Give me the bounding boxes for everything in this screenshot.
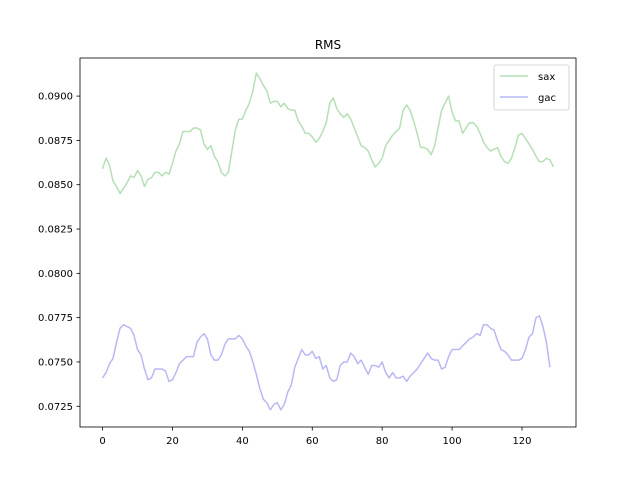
x-tick-label: 100 (443, 436, 462, 447)
series-layer (101, 72, 555, 411)
series-line-gac (101, 315, 551, 411)
legend: sax gac (493, 64, 570, 111)
x-tick-label: 20 (166, 436, 179, 447)
plot-frame (79, 57, 577, 428)
chart-title: RMS (315, 38, 341, 52)
y-axis: 0.0725 0.0750 0.0775 0.0800 0.0825 0.0850 0.08… (38, 92, 80, 413)
y-tick-label: 0.0900 (38, 92, 73, 103)
x-tick-label: 120 (512, 436, 531, 447)
y-tick-label: 0.0750 (38, 357, 73, 368)
legend-label-gac: gac (538, 93, 556, 104)
series-line-sax (101, 72, 555, 195)
legend-label-sax: sax (538, 72, 555, 83)
x-tick-label: 0 (99, 436, 105, 447)
y-tick-label: 0.0825 (38, 225, 73, 236)
x-tick-label: 80 (376, 436, 389, 447)
y-tick-label: 0.0775 (38, 313, 73, 324)
x-axis: 0 20 40 60 80 100 120 (99, 427, 532, 447)
y-tick-label: 0.0800 (38, 269, 73, 280)
x-tick-label: 40 (236, 436, 249, 447)
x-tick-label: 60 (306, 436, 319, 447)
y-tick-label: 0.0725 (38, 402, 73, 413)
y-tick-label: 0.0850 (38, 180, 73, 191)
y-tick-label: 0.0875 (38, 136, 73, 147)
legend-box (493, 64, 570, 111)
